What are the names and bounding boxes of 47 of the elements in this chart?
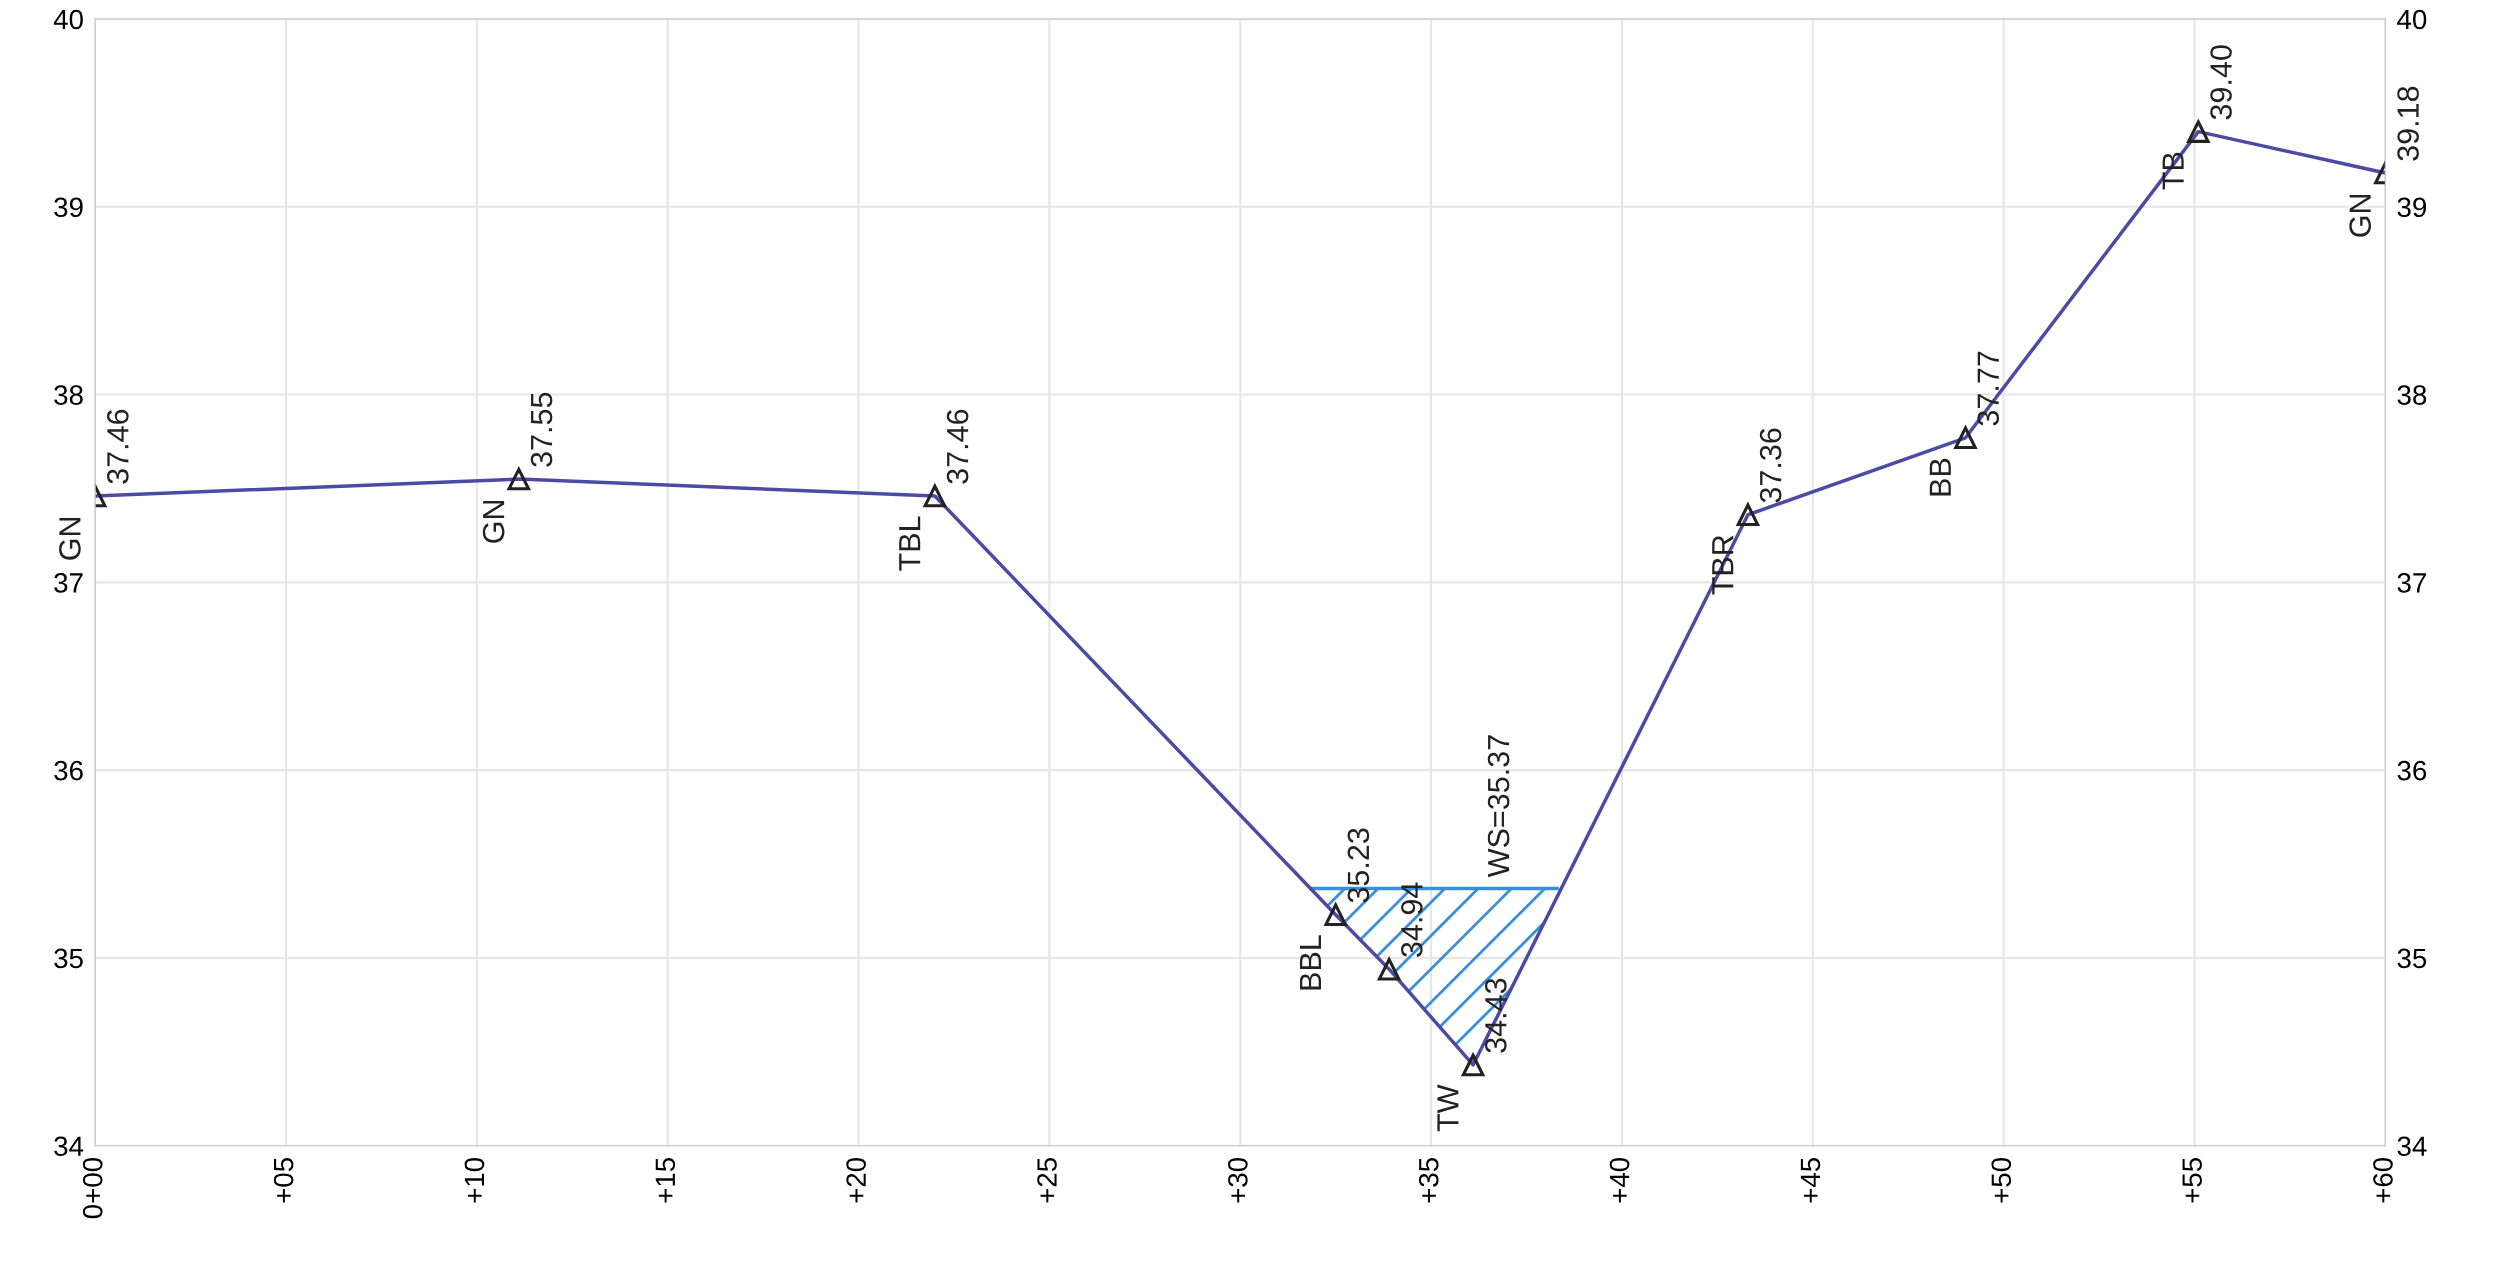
data-label: 34.94 [1401,882,1423,957]
y2-tick-label: 39 [2397,197,2427,218]
annotation: BB [1929,458,1951,496]
y-tick-label: 37 [54,573,83,593]
y2-tick-label: 38 [2397,385,2427,405]
x-tick-label: 0+00 [82,1157,103,1219]
annotation: GN [59,517,81,560]
data-label: 37.36 [1759,428,1782,503]
y2-tick-label: 40 [2397,9,2427,30]
x-tick-label: +45 [1800,1158,1821,1203]
x-tick-label: +60 [2373,1157,2393,1203]
data-label: 37.77 [1977,351,2000,426]
annotation: BBL [1299,935,1321,990]
data-label: 39.18 [2397,86,2419,161]
y2-tick-label: 37 [2397,573,2426,593]
y-tick-label: 40 [53,9,83,30]
annotation: TBL [899,516,921,571]
data-label: 37.46 [107,409,129,484]
annotation: TBR [1712,535,1734,595]
y-tick-label: 36 [54,760,83,781]
x-tick-label: +35 [1418,1158,1439,1203]
data-label: 37.55 [530,392,553,467]
x-tick-label: +20 [846,1157,866,1203]
annotation: GN [2349,194,2371,237]
x-tick-label: +30 [1228,1157,1248,1203]
x-tick-label: +10 [464,1157,485,1203]
y-tick-label: 39 [54,197,83,218]
x-tick-label: +25 [1037,1158,1057,1203]
y-tick-label: 38 [54,385,83,405]
x-tick-label: +05 [273,1158,294,1203]
y2-tick-label: 36 [2397,760,2427,781]
annotation: WS=35.37 [1487,735,1510,878]
data-label: 37.46 [946,409,969,484]
x-tick-label: +55 [2182,1158,2202,1203]
data-label: 34.43 [1485,978,1507,1053]
annotation: TB [2162,152,2184,190]
y2-tick-label: 34 [2397,1136,2427,1157]
data-label: 35.23 [1347,828,1370,903]
y-tick-label: 35 [54,948,83,969]
annotation: GN [482,501,505,543]
y-tick-label: 34 [54,1136,84,1157]
data-label: 39.40 [2210,45,2232,120]
annotation: TW [1437,1084,1459,1132]
x-tick-label: +15 [655,1158,676,1203]
y2-tick-label: 35 [2397,948,2427,969]
x-tick-label: +50 [1991,1157,2012,1203]
x-tick-label: +40 [1609,1157,1630,1203]
